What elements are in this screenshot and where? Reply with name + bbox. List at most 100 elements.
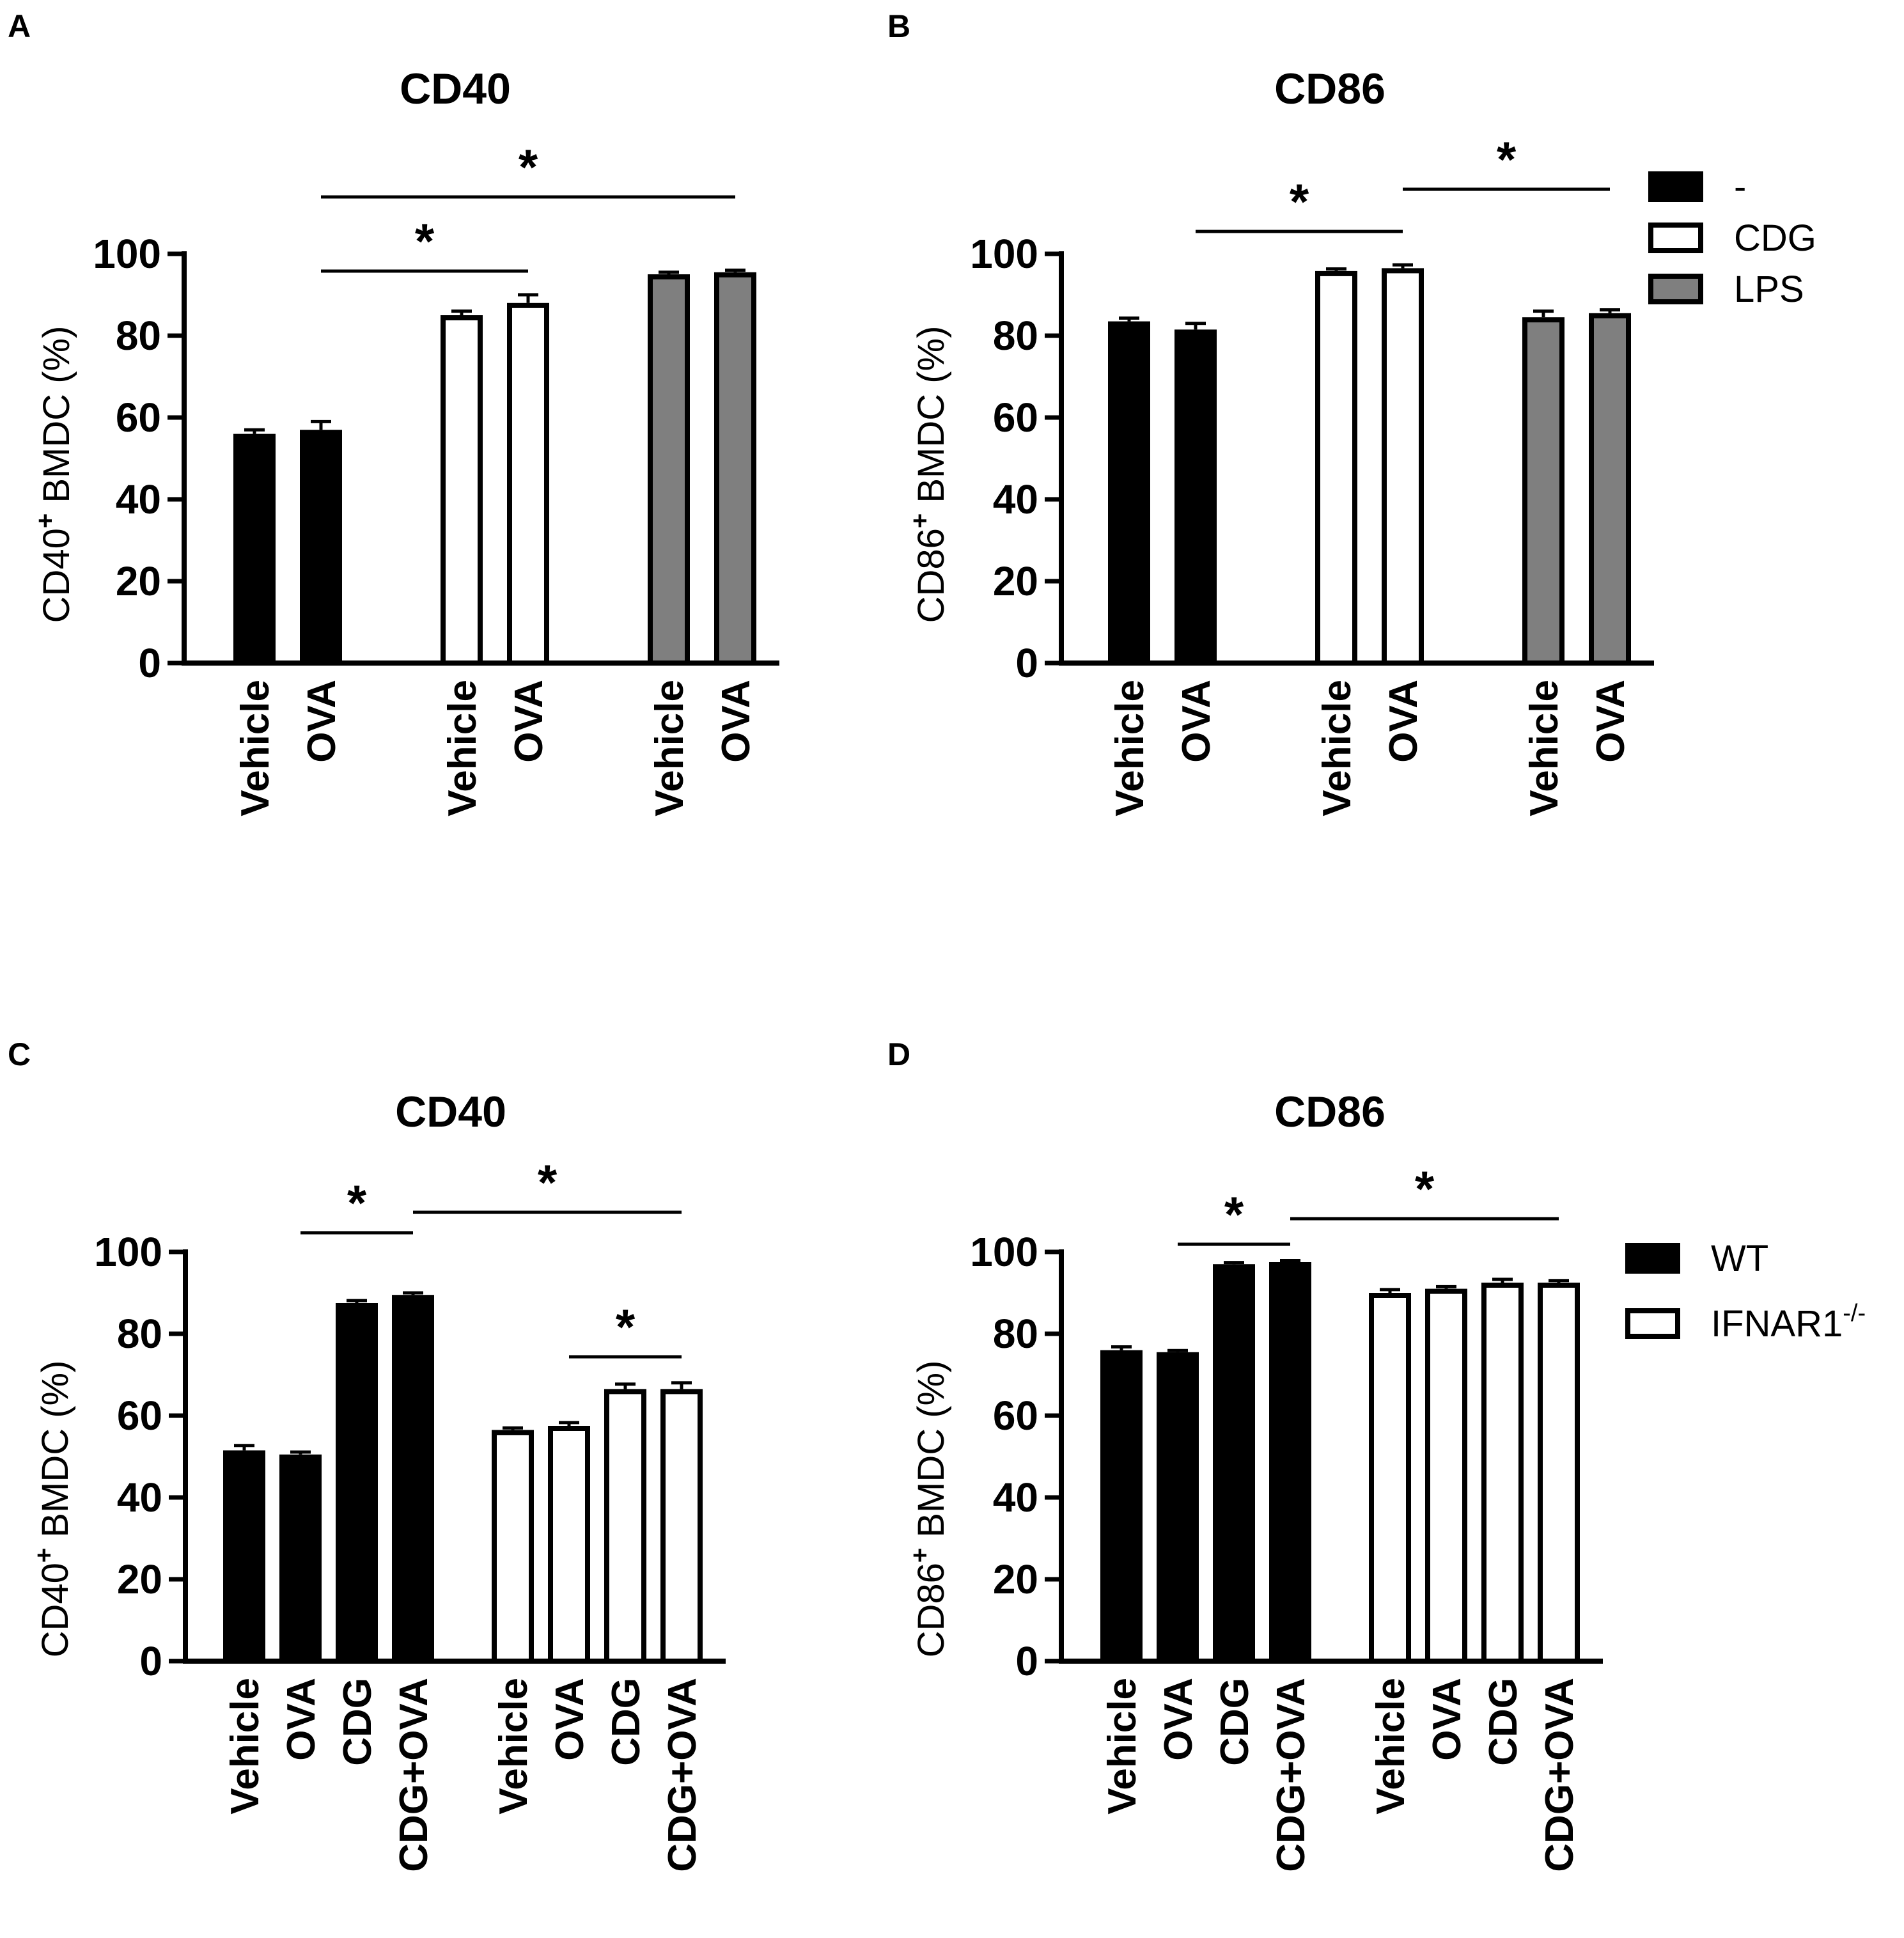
x-tick-label: Vehicle: [1108, 680, 1152, 817]
bar: [392, 1295, 434, 1664]
y-tick-label: 20: [993, 558, 1038, 604]
panel-d: D CD86 CD86+ BMDC (%) 0 20 40 60 80 100 Vehicl…: [887, 1036, 1603, 1872]
y-axis-label: CD86+ BMDC (%): [906, 1361, 952, 1658]
bar: [1213, 1264, 1255, 1664]
legend-entry: WT: [1625, 1238, 1768, 1279]
significance-star: *: [538, 1154, 558, 1210]
bar: [441, 315, 483, 666]
bar: [507, 302, 549, 666]
x-tick-label: Vehicle: [492, 1678, 536, 1815]
legend-swatch: [1648, 223, 1703, 253]
x-tick-label: OVA: [1589, 680, 1633, 763]
y-tick-label: 60: [993, 395, 1038, 441]
y-axis-label: CD40+ BMDC (%): [31, 326, 77, 623]
legend-label: IFNAR1-/-: [1711, 1300, 1866, 1345]
legend-swatch: [1648, 274, 1703, 304]
bar: [1157, 1352, 1199, 1664]
panel-letter: B: [887, 8, 910, 44]
chart-title: CD40: [395, 1088, 506, 1136]
y-tick-label: 80: [993, 313, 1038, 359]
x-tick-label: CDG+OVA: [392, 1678, 436, 1872]
x-tick-label: CDG: [1213, 1678, 1257, 1766]
chart-title: CD86: [1274, 1088, 1385, 1136]
panel-a: A CD40 CD40+ BMDC (%) 0 20 40 60 80 100 Vehicl…: [8, 8, 779, 817]
x-tick-label: Vehicle: [233, 680, 277, 817]
x-tick-label: CDG+OVA: [1538, 1678, 1582, 1872]
x-tick-label: OVA: [1174, 680, 1219, 763]
y-tick-label: 40: [993, 1474, 1038, 1520]
bar: [660, 1389, 703, 1664]
y-tick-label: 100: [970, 231, 1038, 277]
y-tick-label: 80: [993, 1311, 1038, 1357]
legend-entry: CDG: [1648, 217, 1816, 259]
significance-star: *: [415, 213, 435, 269]
x-tick-label: CDG: [604, 1678, 648, 1766]
significance-star: *: [616, 1299, 636, 1355]
y-tick-label: 0: [1015, 640, 1038, 686]
legend-swatch: [1648, 171, 1703, 202]
x-tick-label: OVA: [300, 680, 344, 763]
bar: [336, 1303, 378, 1664]
y-tick-label: 0: [1015, 1638, 1038, 1684]
bar: [1538, 1283, 1580, 1664]
chart-title: CD40: [400, 65, 511, 113]
significance-star: *: [519, 139, 538, 195]
significance-star: *: [1224, 1186, 1244, 1242]
bar: [223, 1450, 265, 1664]
x-tick-label: Vehicle: [1369, 1678, 1413, 1815]
bar: [1589, 313, 1631, 666]
x-tick-label: CDG+OVA: [660, 1678, 705, 1872]
bar: [1100, 1350, 1143, 1664]
y-tick-label: 100: [94, 1229, 162, 1275]
x-tick-label: OVA: [548, 1678, 592, 1761]
bar: [279, 1454, 322, 1664]
bar: [648, 274, 690, 666]
legend-treatment: - CDG LPS: [1648, 166, 1816, 310]
x-tick-label: CDG+OVA: [1269, 1678, 1313, 1872]
x-tick-label: CDG: [1481, 1678, 1526, 1766]
bar: [548, 1426, 590, 1664]
bar: [233, 434, 276, 666]
legend-entry: IFNAR1-/-: [1625, 1300, 1866, 1345]
x-tick-label: Vehicle: [1315, 680, 1359, 817]
x-tick-label: Vehicle: [1100, 1678, 1144, 1815]
bar: [1108, 321, 1150, 666]
x-tick-label: Vehicle: [648, 680, 692, 817]
bar: [492, 1430, 534, 1664]
y-axis-label: CD40+ BMDC (%): [30, 1361, 76, 1658]
y-tick-label: 60: [116, 395, 161, 441]
panel-b: B CD86 CD86+ BMDC (%) 0 20 40 60 80 100 Vehicl…: [887, 8, 1654, 817]
y-tick-label: 60: [117, 1393, 162, 1439]
bar: [1425, 1288, 1467, 1664]
significance-star: *: [1290, 173, 1309, 230]
significance-star: *: [347, 1175, 367, 1231]
x-tick-label: Vehicle: [1522, 680, 1566, 817]
panel-letter: A: [8, 8, 31, 44]
y-tick-label: 80: [117, 1311, 162, 1357]
panel-letter: C: [8, 1036, 31, 1072]
significance-star: *: [1415, 1160, 1435, 1217]
y-tick-label: 20: [116, 558, 161, 604]
bar: [1382, 268, 1424, 666]
y-tick-label: 100: [93, 231, 161, 277]
legend-label: -: [1734, 166, 1746, 208]
y-tick-label: 20: [993, 1556, 1038, 1602]
legend-genotype: WT IFNAR1-/-: [1625, 1238, 1866, 1345]
bar: [300, 430, 342, 666]
x-tick-label: OVA: [1425, 1678, 1469, 1761]
x-tick-label: Vehicle: [441, 680, 485, 817]
y-tick-label: 40: [116, 476, 161, 522]
x-tick-label: CDG: [336, 1678, 380, 1766]
y-tick-label: 60: [993, 1393, 1038, 1439]
x-tick-label: OVA: [279, 1678, 324, 1761]
bar: [1481, 1283, 1524, 1664]
y-tick-label: 0: [138, 640, 161, 686]
legend-entry: LPS: [1648, 269, 1804, 310]
bar: [1174, 329, 1217, 666]
bar: [714, 272, 756, 666]
x-tick-label: Vehicle: [223, 1678, 267, 1815]
y-tick-label: 100: [970, 1229, 1038, 1275]
significance-star: *: [1497, 131, 1517, 187]
y-tick-label: 40: [993, 476, 1038, 522]
